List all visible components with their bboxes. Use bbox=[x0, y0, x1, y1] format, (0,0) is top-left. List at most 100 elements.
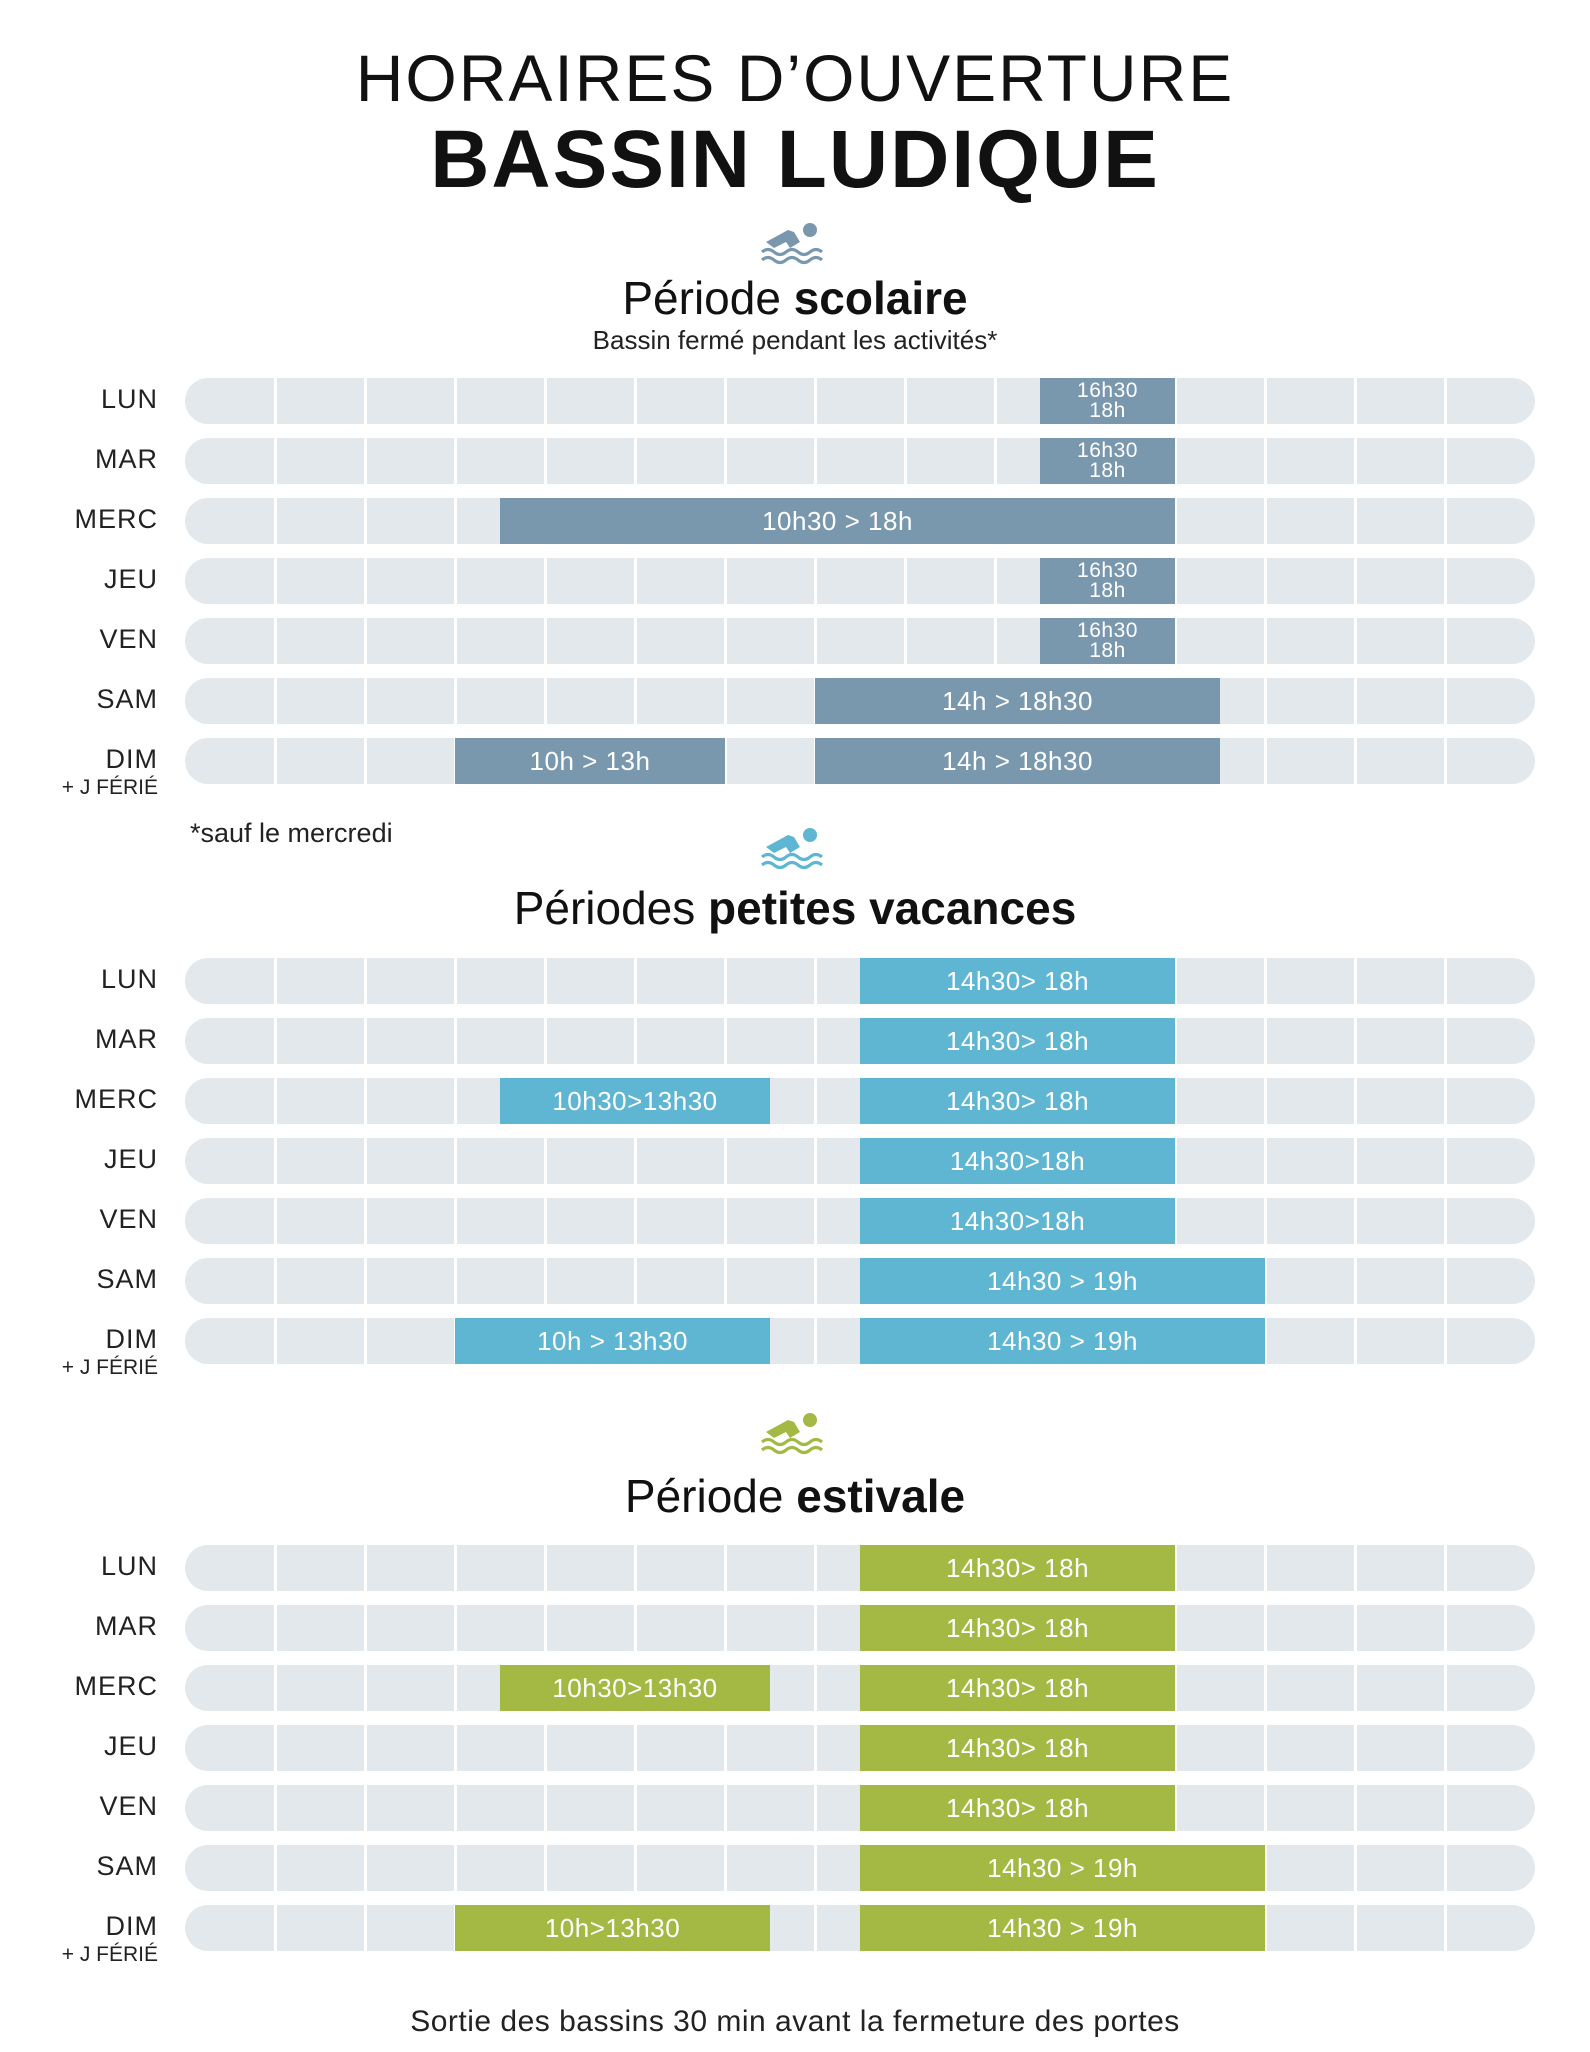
hour-divider bbox=[454, 618, 457, 664]
time-track: 16h30 18h bbox=[185, 438, 1535, 484]
hour-divider bbox=[1174, 1725, 1177, 1771]
hour-divider bbox=[1264, 1138, 1267, 1184]
day-label: SAM bbox=[96, 1264, 158, 1294]
day-label: VEN bbox=[99, 624, 158, 654]
schedule-row-ven: VEN 14h30> 18h bbox=[0, 1785, 1590, 1831]
hour-divider bbox=[544, 958, 547, 1004]
slot-label: 14h30 > 19h bbox=[987, 1326, 1138, 1356]
time-track: 14h30> 18h bbox=[185, 1545, 1535, 1591]
slot-label: 10h30>13h30 bbox=[552, 1086, 718, 1116]
hour-divider bbox=[634, 1258, 637, 1304]
hour-divider bbox=[454, 1785, 457, 1831]
section-heading-normal: Périodes bbox=[513, 882, 709, 934]
hour-divider bbox=[1264, 1318, 1267, 1364]
hour-divider bbox=[1354, 1018, 1357, 1064]
hour-divider bbox=[814, 1318, 817, 1364]
hour-divider bbox=[364, 1545, 367, 1591]
hour-divider bbox=[1444, 1545, 1447, 1591]
time-track: 10h30 > 18h bbox=[185, 498, 1535, 544]
hour-divider bbox=[274, 958, 277, 1004]
hour-divider bbox=[454, 1845, 457, 1891]
day-label: MAR bbox=[95, 1024, 158, 1054]
hour-divider bbox=[634, 1545, 637, 1591]
schedule-row-dim: DIM + J FÉRIÉ 10h>13h30 14h30 > 19h bbox=[0, 1905, 1590, 1966]
hour-divider bbox=[1444, 1078, 1447, 1124]
hour-divider bbox=[1444, 1785, 1447, 1831]
open-slot: 14h30> 18h bbox=[860, 1665, 1175, 1711]
hour-divider bbox=[724, 1018, 727, 1064]
hour-divider bbox=[724, 378, 727, 424]
slot-label: 14h30 > 19h bbox=[987, 1853, 1138, 1883]
time-track: 14h30> 18h bbox=[185, 1605, 1535, 1651]
open-slot: 14h30> 18h bbox=[860, 1605, 1175, 1651]
hour-divider bbox=[274, 1665, 277, 1711]
hour-divider bbox=[1354, 1845, 1357, 1891]
hour-divider bbox=[814, 1665, 817, 1711]
footer-note: Sortie des bassins 30 min avant la ferme… bbox=[410, 2005, 1180, 2038]
day-label: DIM bbox=[105, 1324, 158, 1354]
day-label: MERC bbox=[74, 1084, 158, 1114]
hour-divider bbox=[1174, 438, 1177, 484]
hour-divider bbox=[364, 438, 367, 484]
hour-divider bbox=[1354, 1545, 1357, 1591]
day-label: VEN bbox=[99, 1791, 158, 1821]
hour-divider bbox=[814, 1725, 817, 1771]
open-slot: 14h30 > 19h bbox=[860, 1318, 1265, 1364]
slot-label: 14h30>18h bbox=[949, 1146, 1086, 1176]
hour-divider bbox=[1264, 1725, 1267, 1771]
hour-divider bbox=[1444, 1845, 1447, 1891]
hour-divider bbox=[454, 678, 457, 724]
day-label: MAR bbox=[95, 444, 158, 474]
hour-divider bbox=[994, 618, 997, 664]
time-track: 16h30 18h bbox=[185, 378, 1535, 424]
hour-divider bbox=[274, 378, 277, 424]
open-slot: 10h > 13h30 bbox=[455, 1318, 770, 1364]
hour-divider bbox=[1444, 558, 1447, 604]
slot-label: 14h30> 18h bbox=[945, 1026, 1090, 1056]
hour-divider bbox=[364, 1318, 367, 1364]
schedule-row-jeu: JEU 14h30> 18h bbox=[0, 1725, 1590, 1771]
hour-divider bbox=[1174, 1605, 1177, 1651]
hour-divider bbox=[1444, 1318, 1447, 1364]
hour-divider bbox=[364, 1198, 367, 1244]
hour-divider bbox=[364, 1605, 367, 1651]
hour-divider bbox=[1354, 1258, 1357, 1304]
day-label: JEU bbox=[103, 1731, 158, 1761]
schedule-row-mar: MAR 14h30> 18h bbox=[0, 1605, 1590, 1651]
open-slot: 14h30 > 19h bbox=[860, 1258, 1265, 1304]
schedule-row-jeu: JEU 16h30 18h bbox=[0, 558, 1590, 604]
hour-divider bbox=[634, 618, 637, 664]
hour-divider bbox=[1174, 1138, 1177, 1184]
hour-divider bbox=[274, 1785, 277, 1831]
section-3: Période estivale LUN 14h30> 18h MAR 14h30> 1… bbox=[0, 1410, 1590, 1966]
hour-divider bbox=[814, 1605, 817, 1651]
hour-divider bbox=[814, 1545, 817, 1591]
open-slot: 14h30> 18h bbox=[860, 1545, 1175, 1591]
open-slot: 14h > 18h30 bbox=[815, 738, 1220, 784]
hour-divider bbox=[544, 618, 547, 664]
day-label: SAM bbox=[96, 1851, 158, 1881]
schedule-row-ven: VEN 16h30 18h bbox=[0, 618, 1590, 664]
schedule-row-mar: MAR 14h30> 18h bbox=[0, 1018, 1590, 1064]
day-sublabel: + J FÉRIÉ bbox=[61, 1943, 158, 1966]
time-track: 10h30>13h30 14h30> 18h bbox=[185, 1078, 1535, 1124]
hour-divider bbox=[454, 1138, 457, 1184]
hour-divider bbox=[814, 1258, 817, 1304]
hour-divider bbox=[544, 1258, 547, 1304]
hour-divider bbox=[904, 618, 907, 664]
hour-divider bbox=[1444, 618, 1447, 664]
day-label: MERC bbox=[74, 504, 158, 534]
time-track: 14h30> 18h bbox=[185, 1725, 1535, 1771]
hour-divider bbox=[454, 958, 457, 1004]
section-heading-normal: Période bbox=[624, 1470, 797, 1522]
hour-divider bbox=[544, 1785, 547, 1831]
hour-divider bbox=[1174, 1545, 1177, 1591]
hour-divider bbox=[274, 1318, 277, 1364]
day-label: DIM bbox=[105, 1911, 158, 1941]
hour-divider bbox=[1264, 378, 1267, 424]
hour-divider bbox=[634, 378, 637, 424]
hour-divider bbox=[544, 438, 547, 484]
hour-divider bbox=[454, 438, 457, 484]
hour-divider bbox=[1444, 498, 1447, 544]
hour-divider bbox=[1444, 1665, 1447, 1711]
